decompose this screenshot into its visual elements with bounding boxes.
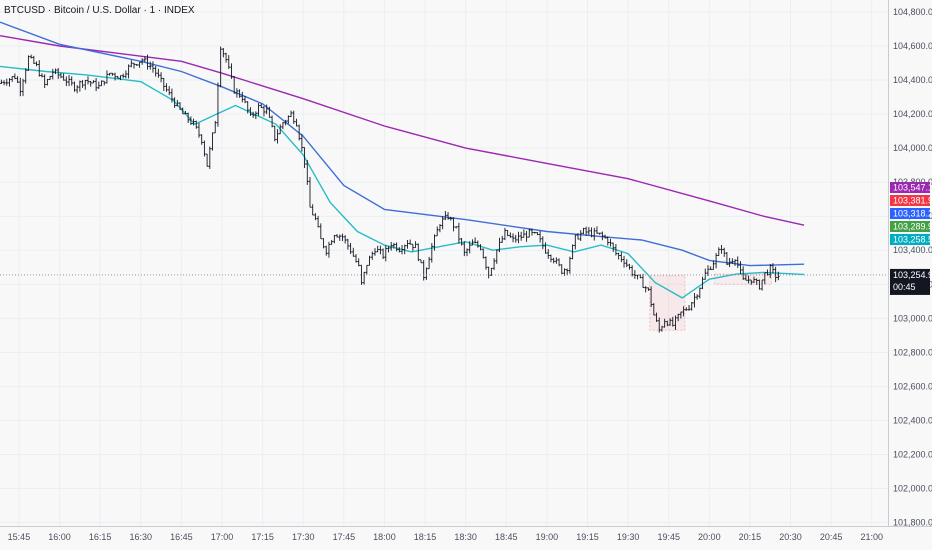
time-tick-label: 16:45 (170, 532, 193, 542)
time-tick-label: 18:00 (373, 532, 396, 542)
price-tick-label: 102,800.00 (893, 347, 932, 357)
price-tag (890, 234, 930, 245)
price-tag-label: 103,547.12 (893, 183, 932, 193)
time-tick-label: 19:30 (617, 532, 640, 542)
price-tick-label: 101,800.00 (893, 518, 932, 528)
price-tag (890, 208, 930, 219)
countdown-label: 00:45 (893, 282, 916, 292)
price-tick-label: 103,400.00 (893, 245, 932, 255)
time-tick-label: 18:30 (454, 532, 477, 542)
time-tick-label: 20:15 (739, 532, 762, 542)
price-tag (890, 182, 930, 193)
chart-title: BTCUSD · Bitcoin / U.S. Dollar · 1 · IND… (4, 5, 195, 16)
price-tick-label: 102,000.00 (893, 484, 932, 494)
time-tick-label: 19:15 (576, 532, 599, 542)
moving-average-line (0, 35, 805, 226)
time-tick-label: 17:00 (211, 532, 234, 542)
time-tick-label: 17:45 (333, 532, 356, 542)
price-tag-label: 103,318.20 (893, 209, 932, 219)
last-price-tag (890, 268, 930, 295)
time-tick-label: 21:00 (860, 532, 883, 542)
moving-average-line (0, 65, 805, 299)
last-price-label: 103,254.92 (893, 270, 932, 280)
time-tick-label: 18:15 (414, 532, 437, 542)
time-tick-label: 15:45 (8, 532, 31, 542)
price-tick-label: 104,600.00 (893, 41, 932, 51)
price-tick-label: 104,400.00 (893, 75, 932, 85)
price-tag-label: 103,289.90 (893, 222, 932, 232)
price-tag (890, 221, 930, 232)
price-tag-label: 103,381.93 (893, 196, 932, 206)
time-tick-label: 19:45 (657, 532, 680, 542)
time-tick-label: 16:30 (130, 532, 153, 542)
price-tag-label: 103,258.50 (893, 235, 932, 245)
time-tick-label: 16:00 (48, 532, 71, 542)
price-tick-label: 102,400.00 (893, 415, 932, 425)
price-tag (890, 195, 930, 206)
time-tick-label: 16:15 (89, 532, 112, 542)
time-tick-label: 20:30 (779, 532, 802, 542)
price-tick-label: 104,000.00 (893, 143, 932, 153)
time-tick-label: 19:00 (536, 532, 559, 542)
price-tick-label: 102,200.00 (893, 450, 932, 460)
time-tick-label: 20:45 (820, 532, 843, 542)
time-tick-label: 17:15 (251, 532, 274, 542)
time-tick-label: 18:45 (495, 532, 518, 542)
price-axis[interactable]: 104,800.00 104,600.00 104,400.00 104,200.00… (893, 7, 932, 528)
moving-average-line (0, 21, 805, 267)
time-tick-label: 17:30 (292, 532, 315, 542)
price-tick-label: 103,000.00 (893, 313, 932, 323)
price-tick-label: 104,200.00 (893, 109, 932, 119)
time-tick-label: 20:00 (698, 532, 721, 542)
price-tick-label: 104,800.00 (893, 7, 932, 17)
price-tick-label: 102,600.00 (893, 381, 932, 391)
time-axis[interactable]: 15:45 16:00 16:15 16:30 16:45 17:00 17:15 17:30… (8, 532, 883, 542)
